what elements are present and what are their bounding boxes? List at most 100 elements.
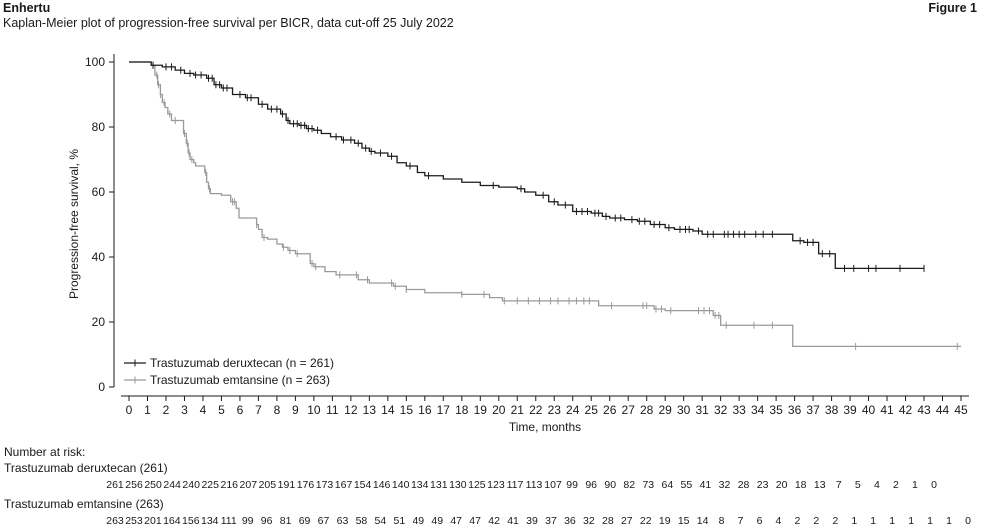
- x-tick-label: 12: [344, 403, 358, 417]
- deruxtecan-risk-count: 82: [623, 479, 635, 491]
- x-tick-label: 31: [695, 403, 709, 417]
- emtansine-risk-count: 111: [221, 515, 237, 527]
- deruxtecan-risk-count: 167: [335, 479, 353, 491]
- x-tick-label: 3: [181, 403, 188, 417]
- x-tick-label: 20: [492, 403, 506, 417]
- deruxtecan-risk-count: 125: [468, 479, 486, 491]
- y-tick-label: 80: [92, 120, 106, 134]
- emtansine-risk-count: 22: [640, 515, 652, 527]
- emtansine-risk-count: 164: [163, 515, 181, 527]
- y-tick-label: 0: [98, 380, 105, 394]
- deruxtecan-risk-count: 4: [874, 479, 880, 491]
- emtansine-risk-count: 1: [889, 515, 895, 527]
- deruxtecan-risk-count: 131: [430, 479, 448, 491]
- deruxtecan-risk-count: 107: [544, 479, 562, 491]
- x-tick-label: 24: [566, 403, 580, 417]
- deruxtecan-risk-count: 207: [240, 479, 258, 491]
- deruxtecan-legend-label: Trastuzumab deruxtecan (n = 261): [150, 356, 334, 370]
- emtansine-risk-count: 99: [242, 515, 254, 527]
- deruxtecan-risk-count: 134: [411, 479, 429, 491]
- emtansine-risk-count: 51: [393, 515, 405, 527]
- emtansine-risk-count: 37: [545, 515, 557, 527]
- x-tick-label: 39: [843, 403, 857, 417]
- emtansine-risk-count: 263: [106, 515, 124, 527]
- x-tick-label: 13: [363, 403, 377, 417]
- emtansine-risk-count: 8: [719, 515, 725, 527]
- emtansine-risk-count: 2: [794, 515, 800, 527]
- emtansine-risk-count: 28: [602, 515, 614, 527]
- x-tick-label: 11: [326, 403, 339, 417]
- emtansine-risk-count: 32: [583, 515, 595, 527]
- emtansine-risk-count: 1: [870, 515, 876, 527]
- emtansine-risk-count: 2: [832, 515, 838, 527]
- deruxtecan-risk-count: 32: [719, 479, 731, 491]
- x-tick-label: 15: [400, 403, 414, 417]
- emtansine-risk-count: 47: [469, 515, 481, 527]
- emtansine-risk-count: 19: [659, 515, 671, 527]
- x-tick-label: 0: [126, 403, 133, 417]
- x-tick-label: 33: [732, 403, 746, 417]
- x-tick-label: 7: [255, 403, 262, 417]
- x-tick-label: 26: [603, 403, 617, 417]
- x-tick-label: 10: [307, 403, 321, 417]
- x-tick-label: 32: [714, 403, 728, 417]
- x-tick-label: 25: [585, 403, 599, 417]
- deruxtecan-risk-count: 130: [449, 479, 467, 491]
- deruxtecan-risk-count: 1: [912, 479, 918, 491]
- emtansine-risk-count: 49: [412, 515, 424, 527]
- chart-subtitle: Kaplan-Meier plot of progression-free su…: [3, 16, 454, 30]
- chart-curves: [129, 61, 961, 350]
- emtansine-risk-count: 15: [678, 515, 690, 527]
- emtansine-risk-count: 1: [908, 515, 914, 527]
- emtansine-risk-count: 201: [144, 515, 162, 527]
- deruxtecan-risk-count: 216: [221, 479, 239, 491]
- x-tick-label: 35: [769, 403, 783, 417]
- emtansine-risk-count: 134: [201, 515, 219, 527]
- x-tick-label: 1: [144, 403, 151, 417]
- emtansine-risk-count: 27: [621, 515, 633, 527]
- deruxtecan-risk-count: 23: [757, 479, 769, 491]
- emtansine-risk-count: 14: [697, 515, 709, 527]
- deruxtecan-risk-count: 240: [182, 479, 200, 491]
- emtansine-risk-count: 36: [564, 515, 576, 527]
- chart-legend: Trastuzumab deruxtecan (n = 261) Trastuzu…: [124, 356, 334, 387]
- deruxtecan-risk-count: 261: [106, 479, 124, 491]
- x-tick-label: 29: [658, 403, 672, 417]
- x-tick-label: 8: [274, 403, 281, 417]
- emtansine-risk-count: 1: [851, 515, 857, 527]
- x-tick-label: 18: [455, 403, 469, 417]
- report-header: Enhertu Kaplan-Meier plot of progression…: [3, 1, 454, 31]
- emtansine-risk-count: 96: [261, 515, 273, 527]
- brand-name: Enhertu: [3, 1, 51, 15]
- deruxtecan-risk-count: 256: [125, 479, 143, 491]
- emtansine-risk-count: 58: [356, 515, 368, 527]
- deruxtecan-risk-count: 244: [163, 479, 181, 491]
- emtansine-risk-count: 49: [431, 515, 443, 527]
- x-tick-label: 14: [381, 403, 395, 417]
- deruxtecan-risk-count: 7: [836, 479, 842, 491]
- deruxtecan-risk-count: 225: [201, 479, 219, 491]
- deruxtecan-risk-count: 146: [373, 479, 391, 491]
- x-tick-label: 40: [862, 403, 876, 417]
- emtansine-risk-count: 253: [125, 515, 143, 527]
- deruxtecan-risk-count: 13: [814, 479, 826, 491]
- x-tick-label: 22: [529, 403, 543, 417]
- x-tick-label: 37: [806, 403, 820, 417]
- risk-table: Number at risk: Trastuzumab deruxtecan (2…: [4, 445, 971, 527]
- deruxtecan-risk-count: 117: [507, 479, 524, 491]
- emtansine-risk-count: 81: [280, 515, 292, 527]
- deruxtecan-risk-count: 99: [566, 479, 578, 491]
- emtansine-risk-count: 4: [776, 515, 782, 527]
- x-tick-label: 34: [751, 403, 765, 417]
- x-tick-label: 43: [917, 403, 931, 417]
- deruxtecan-risk-count: 140: [392, 479, 410, 491]
- risk-table-title: Number at risk:: [4, 445, 85, 459]
- x-tick-label: 17: [437, 403, 451, 417]
- deruxtecan-risk-count: 123: [487, 479, 505, 491]
- x-tick-label: 30: [677, 403, 691, 417]
- x-tick-label: 45: [954, 403, 968, 417]
- emtansine-risk-count: 2: [813, 515, 819, 527]
- deruxtecan-curve: [129, 61, 925, 270]
- emtansine-risk-count: 39: [526, 515, 538, 527]
